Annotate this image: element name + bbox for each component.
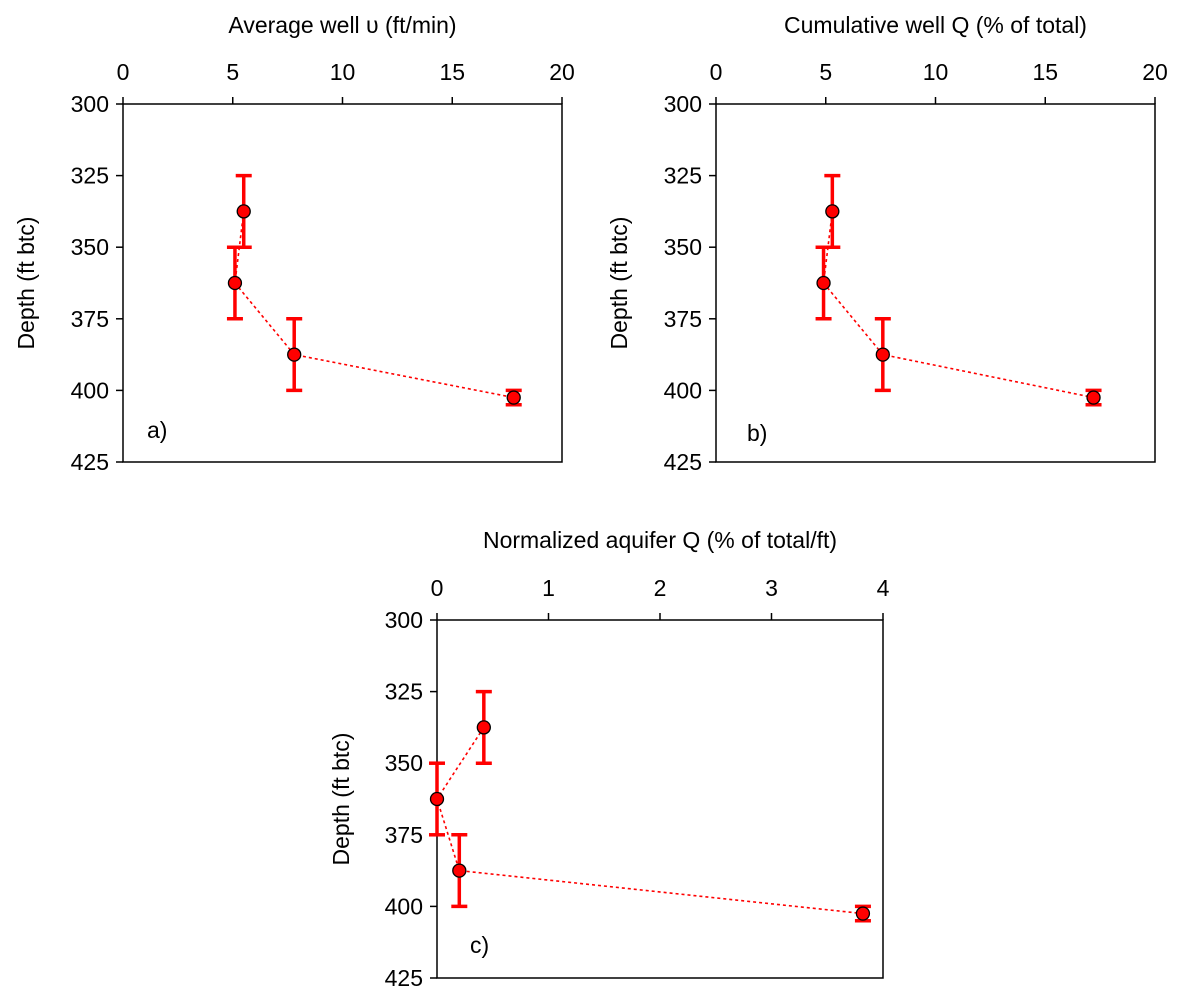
x-axis-title: Average well υ (ft/min) — [228, 12, 456, 38]
x-tick-label: 5 — [226, 59, 239, 85]
plot-frame — [122, 103, 563, 463]
y-tick-label: 375 — [385, 822, 423, 848]
x-tick-label: 0 — [710, 59, 723, 85]
data-point — [476, 720, 491, 735]
data-point — [452, 863, 467, 878]
y-tick-label: 425 — [385, 965, 423, 991]
x-tick-label: 20 — [549, 59, 575, 85]
data-point — [855, 906, 871, 921]
y-tick-label: 350 — [664, 234, 702, 260]
x-tick-label: 2 — [654, 575, 667, 601]
y-tick-label: 325 — [664, 163, 702, 189]
panel-label: a) — [147, 417, 167, 443]
y-tick-label: 400 — [664, 377, 702, 403]
series-line — [436, 726, 864, 915]
series-line — [822, 211, 1094, 399]
data-point — [236, 204, 251, 219]
data-point — [875, 347, 890, 362]
y-tick-label: 300 — [71, 91, 109, 117]
y-axis-title: Depth (ft btc) — [13, 217, 39, 350]
data-point — [1086, 390, 1101, 405]
y-tick-label: 350 — [71, 234, 109, 260]
data-point — [825, 204, 840, 219]
y-tick-label: 300 — [385, 607, 423, 633]
x-tick-label: 1 — [542, 575, 555, 601]
y-tick-label: 425 — [664, 449, 702, 475]
data-point — [506, 390, 521, 405]
data-point — [429, 791, 445, 807]
data-point — [227, 275, 243, 291]
x-tick-label: 4 — [877, 575, 890, 601]
y-tick-label: 325 — [385, 679, 423, 705]
y-axis-title: Depth (ft btc) — [606, 217, 632, 350]
y-tick-label: 325 — [71, 163, 109, 189]
data-point — [287, 347, 302, 362]
y-tick-label: 400 — [385, 893, 423, 919]
x-tick-label: 20 — [1142, 59, 1168, 85]
x-tick-label: 15 — [439, 59, 465, 85]
x-tick-label: 10 — [923, 59, 949, 85]
panel-a: Average well υ (ft/min) Depth (ft btc) a… — [13, 12, 575, 475]
x-tick-label: 15 — [1032, 59, 1058, 85]
y-tick-label: 425 — [71, 449, 109, 475]
x-tick-label: 0 — [117, 59, 130, 85]
plot-frame — [436, 619, 884, 979]
x-tick-label: 5 — [819, 59, 832, 85]
y-tick-label: 350 — [385, 750, 423, 776]
x-axis-title: Cumulative well Q (% of total) — [784, 12, 1087, 38]
y-tick-label: 375 — [664, 306, 702, 332]
y-tick-label: 375 — [71, 306, 109, 332]
x-axis-title: Normalized aquifer Q (% of total/ft) — [483, 527, 837, 553]
plot-frame — [715, 103, 1156, 463]
panel-label: c) — [470, 932, 489, 958]
panel-b: Cumulative well Q (% of total) Depth (ft… — [606, 12, 1168, 475]
x-tick-label: 0 — [431, 575, 444, 601]
panel-label: b) — [747, 420, 767, 446]
y-tick-label: 400 — [71, 377, 109, 403]
panel-c: Normalized aquifer Q (% of total/ft) Dep… — [328, 527, 890, 991]
y-tick-label: 300 — [664, 91, 702, 117]
y-axis-title: Depth (ft btc) — [328, 733, 354, 866]
x-tick-label: 3 — [765, 575, 778, 601]
data-point — [816, 275, 831, 291]
x-tick-label: 10 — [330, 59, 356, 85]
series-line — [234, 211, 514, 399]
